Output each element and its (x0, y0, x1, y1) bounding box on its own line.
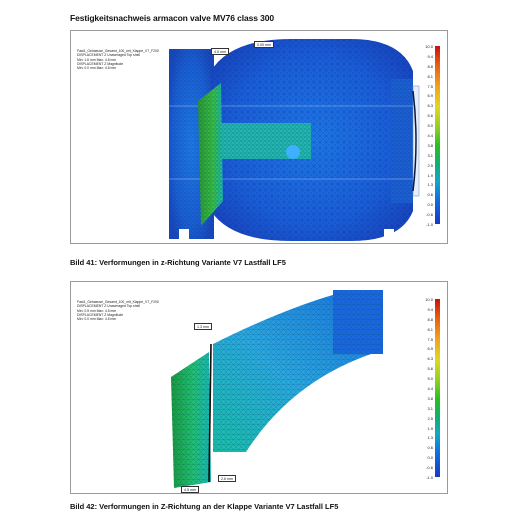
info-line: Fast1_Gehaeuse_Gesamt_100_mit_Klappe_V7_… (77, 300, 159, 304)
callout-label: 2.6 mm (218, 475, 236, 482)
legend-tick-label: 5.6 (427, 113, 433, 119)
legend-tick-label: 3.1 (427, 405, 433, 411)
color-legend: 10.0 9.4 8.8 8.1 7.5 6.9 6.3 5.6 5.0 4.4 3.8 3.1 2.5… (411, 297, 443, 489)
callout-label: 0.00 mm (254, 41, 274, 48)
callout-label: 4.5 mm (181, 486, 199, 493)
legend-tick-label: 10.0 (425, 297, 433, 302)
legend-tick-label: 8.1 (427, 73, 433, 79)
figure-2-info: Fast1_Gehaeuse_Gesamt_100_mit_Klappe_V7_… (77, 300, 159, 321)
info-line: DISPLACEMENT Z Magnitude (77, 61, 124, 66)
legend-tick-label: 5.6 (427, 366, 433, 372)
legend-tick-label: 4.4 (427, 133, 433, 138)
legend-color-bar (435, 46, 440, 224)
legend-tick-label: 8.1 (427, 326, 433, 332)
legend-tick-label: 5.0 (427, 123, 433, 129)
figure-valve-body: Fast1_Gehaeuse_Gesamt_100_mit_Klappe_V7_… (70, 30, 448, 244)
figure-1-info: Fast1_Gehaeuse_Gesamt_100_mit_Klappe_V7_… (77, 49, 159, 70)
legend-tick-label: 0.6 (427, 445, 433, 451)
legend-tick-label: 0.0 (427, 455, 433, 461)
info-line: Min: 0.0 mm Max: 4.5 mm (77, 317, 117, 322)
legend-tick-label: 6.9 (427, 346, 433, 352)
figure-caption: Bild 42: Verformungen in Z-Richtung an d… (70, 502, 339, 511)
document-title: Festigkeitsnachweis armacon valve MV76 c… (70, 13, 275, 23)
legend-tick-label: -1.0 (426, 475, 433, 480)
legend-tick-label: 9.4 (427, 306, 433, 312)
info-line: DISPLACEMENT Z Unaveraged Top shell (77, 53, 141, 58)
figure-caption: Bild 41: Verformungen in z-Richtung Vari… (70, 258, 286, 267)
legend-tick-label: -1.0 (426, 222, 433, 227)
legend-tick-label: 2.5 (427, 162, 433, 168)
legend-tick-label: 8.8 (427, 63, 433, 69)
info-line: Min: 0.5 mm Max: 4.5 mm (77, 308, 117, 313)
valve-body-render (169, 39, 420, 241)
legend-tick-label: -0.6 (426, 465, 433, 471)
legend-tick-label: 3.8 (427, 395, 433, 401)
legend-tick-label: 6.3 (427, 356, 433, 362)
legend-tick-label: 2.5 (427, 415, 433, 421)
info-line: Fast1_Gehaeuse_Gesamt_100_mit_Klappe_V7_… (77, 49, 159, 53)
legend-tick-label: 3.8 (427, 142, 433, 148)
legend-tick-label: 7.5 (427, 83, 433, 89)
legend-tick-label: 3.1 (427, 152, 433, 158)
legend-color-bar (435, 299, 440, 477)
info-line: Min: 0.0 mm Max: 4.5 mm (77, 66, 117, 71)
callout-label: 1.3 mm (194, 323, 212, 330)
info-line: Min: 1.6 mm Max: 4.5 mm (77, 57, 117, 62)
callout-label: 4.5 mm (211, 48, 229, 55)
legend-tick-label: 0.0 (427, 202, 433, 208)
info-line: DISPLACEMENT Z Unaveraged Top shell (77, 304, 141, 309)
legend-tick-label: 1.3 (427, 182, 433, 188)
legend-tick-label: 6.9 (427, 93, 433, 99)
color-legend: 10.0 9.4 8.8 8.1 7.5 6.9 6.3 5.6 5.0 4.4 3.8 3.1 2.5… (411, 44, 443, 236)
legend-tick-label: 10.0 (425, 44, 433, 49)
legend-tick-label: 0.6 (427, 192, 433, 198)
info-line: DISPLACEMENT Z Magnitude (77, 312, 124, 317)
figure-disc: Fast1_Gehaeuse_Gesamt_100_mit_Klappe_V7_… (70, 281, 448, 494)
legend-tick-label: 5.0 (427, 376, 433, 382)
legend-tick-label: 4.4 (427, 386, 433, 391)
legend-tick-label: 1.9 (427, 425, 433, 431)
legend-tick-label: -0.6 (426, 212, 433, 218)
disc-render (171, 290, 383, 488)
legend-tick-label: 7.5 (427, 336, 433, 342)
legend-tick-label: 8.8 (427, 316, 433, 322)
legend-tick-label: 1.9 (427, 172, 433, 178)
legend-tick-label: 9.4 (427, 53, 433, 59)
legend-tick-label: 1.3 (427, 435, 433, 441)
legend-tick-label: 6.3 (427, 103, 433, 109)
